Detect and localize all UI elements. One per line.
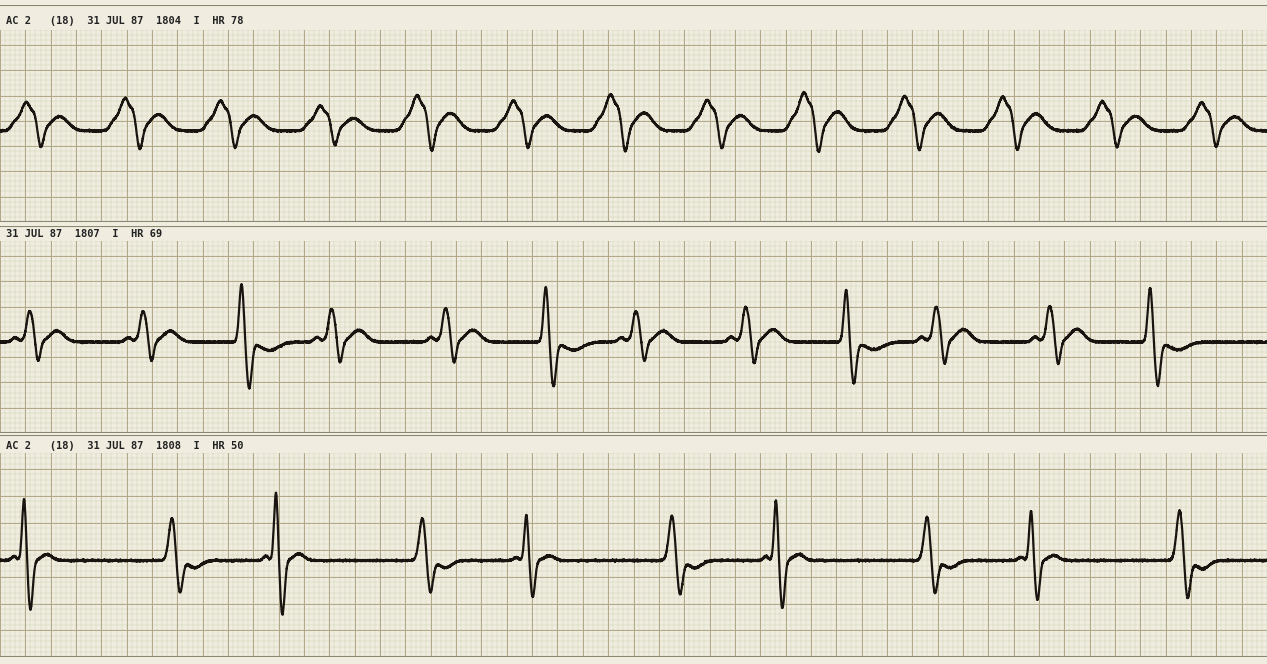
Text: AC 2   (18)  31 JUL 87  1808  I  HR 50: AC 2 (18) 31 JUL 87 1808 I HR 50 — [6, 441, 243, 451]
Text: AC 2   (18)  31 JUL 87  1804  I  HR 78: AC 2 (18) 31 JUL 87 1804 I HR 78 — [6, 16, 243, 26]
Text: 31 JUL 87  1807  I  HR 69: 31 JUL 87 1807 I HR 69 — [6, 229, 162, 240]
